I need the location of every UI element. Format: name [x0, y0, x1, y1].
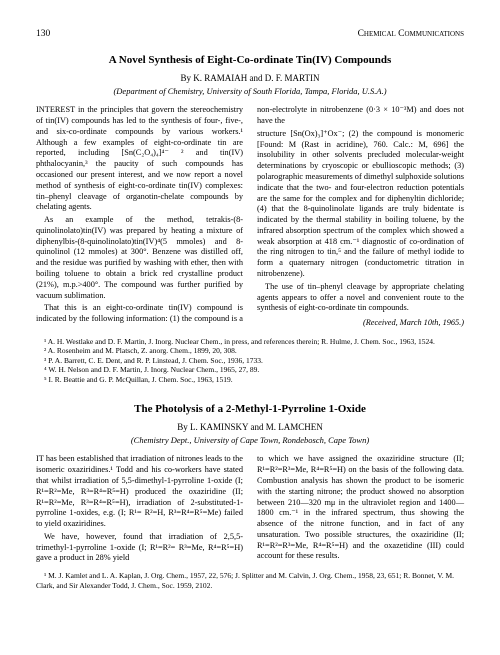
journal-name: Chemical Communications: [358, 28, 464, 41]
article1-references: ¹ A. H. Westlake and D. F. Martin, J. In…: [36, 337, 464, 384]
article1-para1: INTEREST in the principles that govern t…: [36, 105, 243, 213]
ref3: ³ P. A. Barrett, C. E. Dent, and R. P. L…: [36, 356, 464, 365]
article2-para3: to which we have assigned the oxaziridin…: [257, 454, 464, 562]
article1-para5: The use of tin–phenyl cleavage by approp…: [257, 282, 464, 314]
article1-authors: By K. RAMAIAH and D. F. MARTIN: [36, 72, 464, 84]
ref5: ⁵ I. R. Beattie and G. P. McQuillan, J. …: [36, 375, 464, 384]
article2-references: ¹ M. J. Kamlet and L. A. Kaplan, J. Org.…: [36, 571, 464, 590]
article2-affiliation: (Chemistry Dept., University of Cape Tow…: [36, 435, 464, 446]
article2-authors: By L. KAMINSKY and M. LAMCHEN: [36, 421, 464, 433]
article2-title: The Photolysis of a 2-Methyl-1-Pyrroline…: [36, 402, 464, 417]
article1-affiliation: (Department of Chemistry, University of …: [36, 86, 464, 97]
article-2: The Photolysis of a 2-Methyl-1-Pyrroline…: [36, 402, 464, 590]
article2-body: IT has been established that irradiation…: [36, 454, 464, 565]
article1-title: A Novel Synthesis of Eight-Co-ordinate T…: [36, 53, 464, 68]
article1-para2: As an example of the method, tetrakis-(8…: [36, 215, 243, 301]
article2-para1: IT has been established that irradiation…: [36, 454, 243, 529]
page-number: 130: [36, 28, 50, 41]
ref4: ⁴ W. H. Nelson and D. F. Martin, J. Inor…: [36, 365, 464, 374]
page-header: 130 Chemical Communications: [36, 28, 464, 41]
ref2: ² A. Rosenheim and M. Platsch, Z. anorg.…: [36, 346, 464, 355]
article1-para4: structure [Sn(Ox)₃]⁺Ox⁻; (2) the compoun…: [257, 129, 464, 280]
article1-body: INTEREST in the principles that govern t…: [36, 105, 464, 331]
ref1: ¹ M. J. Kamlet and L. A. Kaplan, J. Org.…: [36, 571, 464, 590]
article2-para2: We have, however, found that irradiation…: [36, 532, 243, 564]
article1-received: (Received, March 10th, 1965.): [257, 318, 464, 329]
ref1: ¹ A. H. Westlake and D. F. Martin, J. In…: [36, 337, 464, 346]
article-1: A Novel Synthesis of Eight-Co-ordinate T…: [36, 53, 464, 384]
